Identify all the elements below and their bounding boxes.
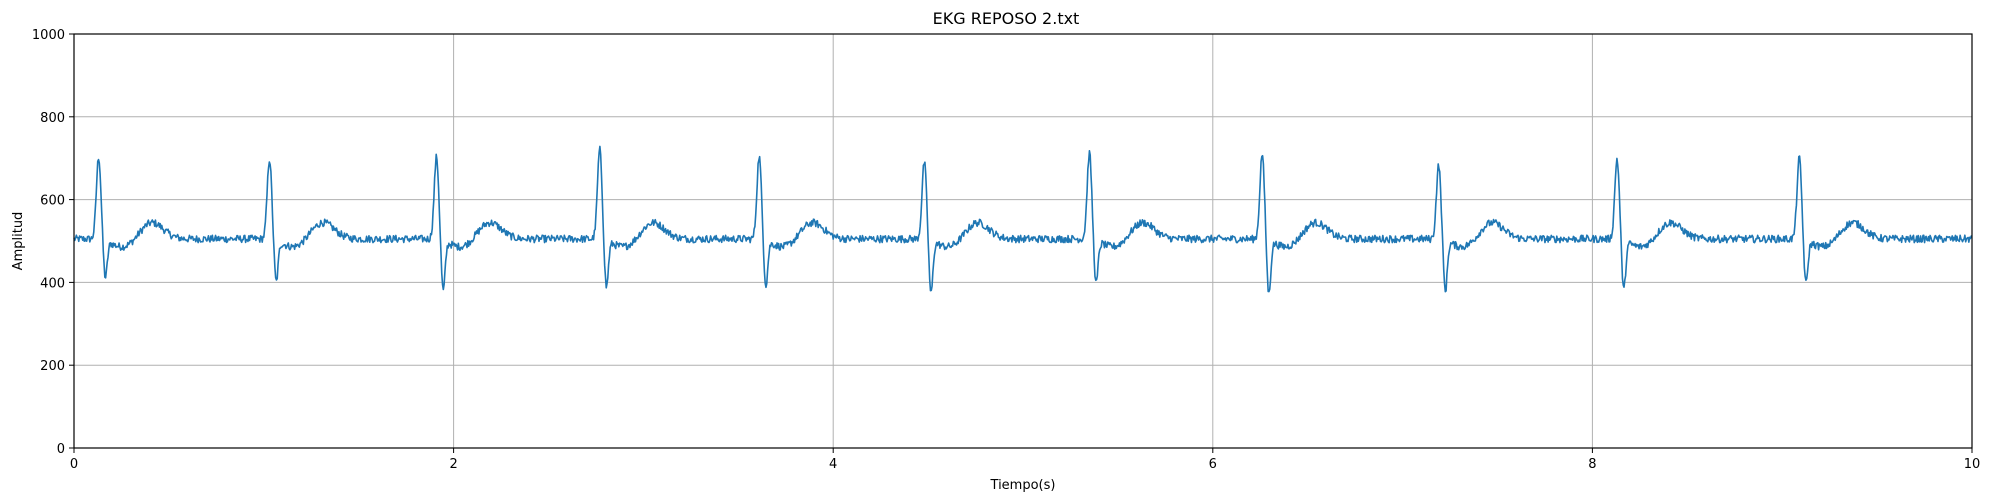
y-axis-ticks: 0 200 400 600 800 1000 xyxy=(32,28,74,457)
chart-title: EKG REPOSO 2.txt xyxy=(933,9,1080,28)
x-tick-label: 6 xyxy=(1209,457,1217,472)
x-tick-label: 4 xyxy=(829,457,837,472)
signal-series xyxy=(73,145,1973,293)
y-tick-label: 0 xyxy=(57,442,65,457)
y-tick-label: 600 xyxy=(40,194,65,209)
y-tick-label: 400 xyxy=(40,276,65,291)
y-tick-label: 1000 xyxy=(32,28,65,43)
ekg-signal-line xyxy=(73,145,1973,293)
x-tick-label: 2 xyxy=(449,457,457,472)
grid-lines xyxy=(74,34,1972,448)
x-tick-label: 8 xyxy=(1588,457,1596,472)
x-axis-ticks: 0 2 4 6 8 10 xyxy=(70,448,1980,472)
y-axis-label: Amplitud xyxy=(11,212,26,271)
y-tick-label: 800 xyxy=(40,111,65,126)
x-axis-label: Tiempo(s) xyxy=(990,478,1056,493)
x-tick-label: 0 xyxy=(70,457,78,472)
x-tick-label: 10 xyxy=(1964,457,1981,472)
plot-frame xyxy=(73,33,1973,449)
y-tick-label: 200 xyxy=(40,359,65,374)
